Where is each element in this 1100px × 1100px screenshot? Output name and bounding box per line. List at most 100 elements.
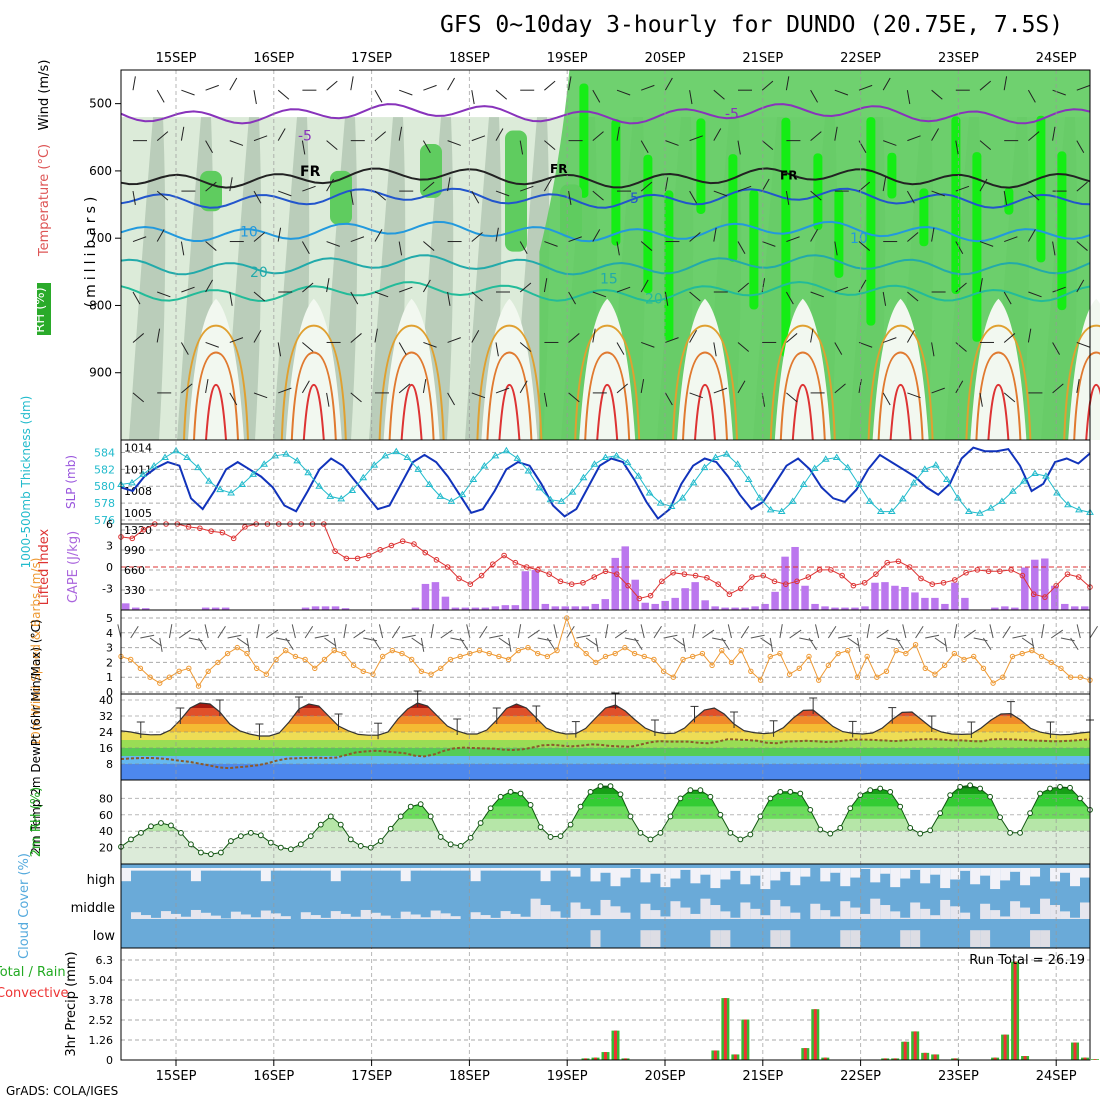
cloud-middle bbox=[520, 916, 531, 919]
thickness-point bbox=[513, 454, 522, 461]
cape-bar bbox=[861, 606, 869, 610]
wind-speed-point bbox=[534, 650, 541, 657]
lifted-tick-label: -3 bbox=[102, 583, 113, 596]
cloud-high bbox=[820, 868, 831, 882]
warm-contour bbox=[378, 324, 445, 441]
y-tick-label: 500 bbox=[89, 97, 112, 111]
thickness-ylabel: 1000-500mb Thickness (dm) bbox=[19, 396, 33, 569]
wind-speed-point bbox=[234, 644, 240, 651]
wind-barb bbox=[156, 89, 165, 103]
cloud-high bbox=[520, 868, 531, 871]
cloud-middle bbox=[770, 899, 781, 919]
cloud-high bbox=[800, 868, 811, 877]
wind-barb bbox=[253, 190, 262, 204]
cloud-middle bbox=[350, 916, 361, 919]
wind-barb bbox=[1076, 140, 1085, 154]
thickness-point bbox=[623, 458, 632, 466]
wind-barb bbox=[132, 333, 145, 343]
precip-conv-bar bbox=[993, 1057, 997, 1060]
rh-point bbox=[347, 836, 354, 843]
rh-point bbox=[168, 822, 174, 829]
precip-conv-bar bbox=[733, 1054, 737, 1060]
cape-bar bbox=[531, 570, 540, 610]
wind-barb bbox=[471, 291, 483, 302]
wind-barb bbox=[592, 89, 601, 103]
cloud-high bbox=[710, 868, 721, 889]
rh-point bbox=[237, 833, 244, 840]
wind-barb bbox=[326, 392, 330, 407]
contour-label: 20 bbox=[250, 265, 268, 281]
lifted-point bbox=[354, 555, 361, 562]
warm-contour bbox=[476, 324, 543, 441]
surface-wind-barb bbox=[721, 637, 730, 651]
rh-point bbox=[387, 825, 394, 832]
wind-barb bbox=[520, 185, 534, 192]
surface-wind-barb bbox=[291, 624, 296, 639]
wind-barb bbox=[737, 241, 746, 254]
wind-barb bbox=[1003, 191, 1008, 205]
wind-barb bbox=[1052, 383, 1064, 394]
wind-barb bbox=[447, 337, 461, 343]
wind-speed-point bbox=[505, 656, 512, 663]
precip-tick-label: 3.78 bbox=[89, 994, 114, 1007]
wind-barb bbox=[906, 330, 915, 343]
precip-conv-bar bbox=[1093, 1059, 1097, 1060]
rh-bright-streak bbox=[696, 118, 706, 214]
thickness-point bbox=[612, 451, 621, 459]
cloud-high bbox=[1020, 868, 1031, 886]
lifted-point bbox=[242, 524, 248, 530]
cape-bar bbox=[461, 607, 470, 610]
wind-barb bbox=[229, 77, 238, 91]
cloud-middle bbox=[910, 902, 921, 919]
wind-barb bbox=[1076, 341, 1091, 348]
lifted-point bbox=[670, 569, 676, 576]
wind-speed-point bbox=[564, 615, 570, 621]
wind-barb bbox=[882, 177, 887, 192]
rh-point bbox=[977, 785, 984, 792]
thickness-point bbox=[987, 504, 995, 511]
rh-bright-streak bbox=[1036, 115, 1046, 263]
precip-conv-bar bbox=[713, 1050, 717, 1060]
rh-band bbox=[121, 785, 1090, 789]
rh-bright-streak bbox=[781, 117, 791, 358]
wind-barbs bbox=[132, 76, 1091, 407]
surface-wind-barb bbox=[378, 624, 384, 639]
cloud-ylabel: Cloud Cover (%) bbox=[17, 853, 32, 959]
cape-bar bbox=[201, 607, 210, 610]
cloud-middle bbox=[550, 911, 561, 919]
cloud-low bbox=[900, 930, 911, 947]
wind-barb bbox=[568, 191, 572, 205]
surface-wind-barb bbox=[324, 637, 337, 647]
surface-wind-barb bbox=[566, 625, 575, 639]
wind-barb bbox=[205, 379, 209, 393]
wind-speed-point bbox=[292, 653, 299, 660]
cloud-high bbox=[1010, 868, 1021, 872]
wind-barb bbox=[834, 383, 846, 394]
lifted-point bbox=[929, 581, 936, 588]
wind-barb bbox=[931, 89, 943, 100]
thickness-point bbox=[150, 461, 158, 469]
thickness-point bbox=[1020, 477, 1028, 484]
cape-bar bbox=[411, 607, 420, 610]
warm-contour bbox=[889, 383, 912, 441]
cape-bar bbox=[141, 608, 150, 610]
cloud-high bbox=[240, 868, 251, 871]
cloud-high bbox=[720, 868, 731, 880]
cape-bar bbox=[131, 607, 140, 610]
cloud-low bbox=[910, 930, 921, 947]
cloud-high bbox=[540, 868, 551, 882]
wind-barb bbox=[1076, 181, 1088, 192]
wind-speed-point bbox=[418, 668, 425, 674]
cloud-high bbox=[290, 868, 301, 871]
warm-contour bbox=[987, 383, 1010, 441]
cloud-middle bbox=[850, 907, 861, 919]
wind-speed-point bbox=[157, 680, 163, 686]
rh-point bbox=[457, 843, 464, 849]
cloud-low bbox=[640, 930, 651, 947]
wind-barb bbox=[205, 241, 217, 251]
wind-barb bbox=[543, 278, 548, 293]
thickness-point bbox=[282, 450, 291, 457]
cloud-middle bbox=[300, 912, 311, 919]
wind-speed-point bbox=[166, 674, 173, 680]
cape-bar bbox=[911, 592, 919, 610]
